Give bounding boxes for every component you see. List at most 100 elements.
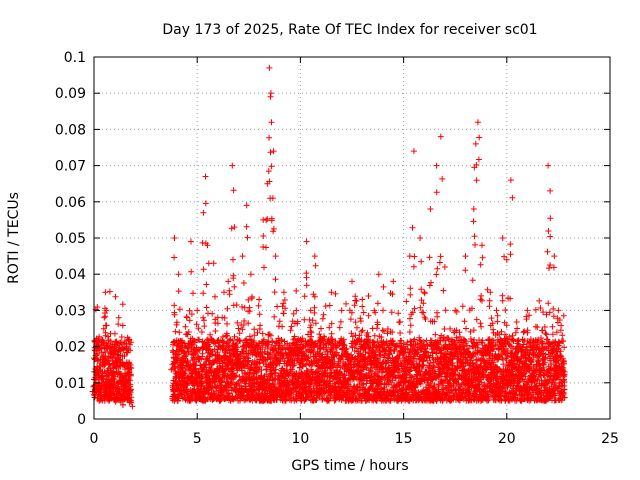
data-point: [301, 316, 308, 323]
data-point: [316, 331, 323, 338]
data-point: [217, 397, 224, 404]
data-point: [360, 381, 367, 388]
data-point: [107, 338, 114, 345]
data-point: [369, 368, 376, 375]
data-point: [293, 287, 300, 294]
data-point: [115, 321, 122, 328]
data-point: [245, 357, 252, 364]
data-point: [259, 330, 266, 337]
data-point: [356, 350, 363, 357]
data-point: [358, 328, 365, 335]
data-point: [289, 366, 295, 373]
data-point: [188, 394, 195, 401]
data-point: [221, 289, 227, 296]
data-point: [205, 358, 212, 365]
data-point: [219, 333, 226, 340]
data-point: [94, 351, 101, 358]
data-point: [224, 332, 231, 339]
data-point: [349, 344, 356, 351]
data-point: [245, 320, 252, 327]
data-point: [182, 367, 189, 374]
data-point: [364, 336, 371, 343]
data-point: [365, 333, 372, 340]
data-point: [378, 377, 385, 384]
data-point: [364, 329, 371, 336]
data-point: [191, 362, 198, 369]
data-point: [372, 309, 379, 316]
data-point: [271, 383, 278, 389]
data-point: [261, 336, 267, 343]
data-point: [246, 387, 253, 394]
data-point: [287, 327, 294, 334]
data-point: [290, 310, 297, 317]
data-point: [115, 356, 122, 363]
data-point: [343, 300, 349, 307]
data-point: [111, 330, 118, 337]
data-point: [239, 303, 245, 310]
data-point: [269, 346, 276, 353]
data-point: [273, 361, 280, 368]
data-point: [177, 392, 184, 399]
data-point: [250, 338, 257, 344]
data-point: [198, 356, 205, 362]
data-point: [222, 366, 229, 373]
data-point: [305, 354, 312, 361]
data-point: [342, 346, 349, 353]
data-point: [375, 356, 382, 363]
data-point: [313, 395, 320, 402]
data-point: [237, 338, 244, 345]
data-point: [360, 309, 367, 316]
data-point: [256, 311, 263, 318]
data-point: [291, 360, 298, 367]
data-point: [309, 317, 316, 324]
data-point: [341, 371, 348, 378]
data-point: [359, 327, 366, 334]
data-point: [280, 300, 287, 307]
data-point: [100, 325, 107, 332]
data-point: [341, 342, 348, 349]
data-point: [256, 363, 263, 370]
data-point: [234, 344, 241, 351]
data-point: [114, 351, 121, 358]
data-point: [377, 351, 384, 358]
data-point: [205, 339, 212, 346]
data-point: [353, 298, 360, 304]
data-point: [352, 319, 359, 326]
data-point: [259, 344, 266, 351]
data-point: [234, 319, 241, 326]
data-point: [236, 330, 243, 337]
data-point: [319, 315, 326, 322]
data-point: [279, 323, 286, 330]
data-point: [357, 315, 364, 322]
data-point: [106, 288, 113, 295]
data-point: [190, 290, 196, 297]
data-point: [354, 324, 360, 331]
data-point: [326, 324, 333, 331]
data-point: [224, 362, 231, 369]
data-point: [212, 328, 219, 334]
data-point: [271, 313, 278, 320]
data-point: [119, 322, 126, 329]
data-point: [196, 347, 203, 354]
data-point: [198, 329, 205, 335]
data-point: [233, 302, 240, 308]
data-point: [365, 293, 372, 299]
grid-lines: [94, 57, 610, 419]
data-point: [188, 311, 195, 318]
data-point: [348, 309, 355, 316]
data-point: [251, 332, 258, 339]
data-point: [119, 301, 126, 308]
data-point: [254, 329, 261, 336]
data-point: [225, 343, 232, 350]
data-point: [201, 397, 208, 403]
data-point: [301, 293, 308, 300]
data-point: [201, 317, 207, 324]
data-point: [201, 323, 208, 330]
data-point: [323, 344, 330, 351]
data-point: [336, 324, 343, 331]
chart-title: Day 173 of 2025, Rate Of TEC Index for r…: [162, 22, 537, 38]
data-point: [112, 293, 119, 300]
data-points: [89, 64, 568, 410]
